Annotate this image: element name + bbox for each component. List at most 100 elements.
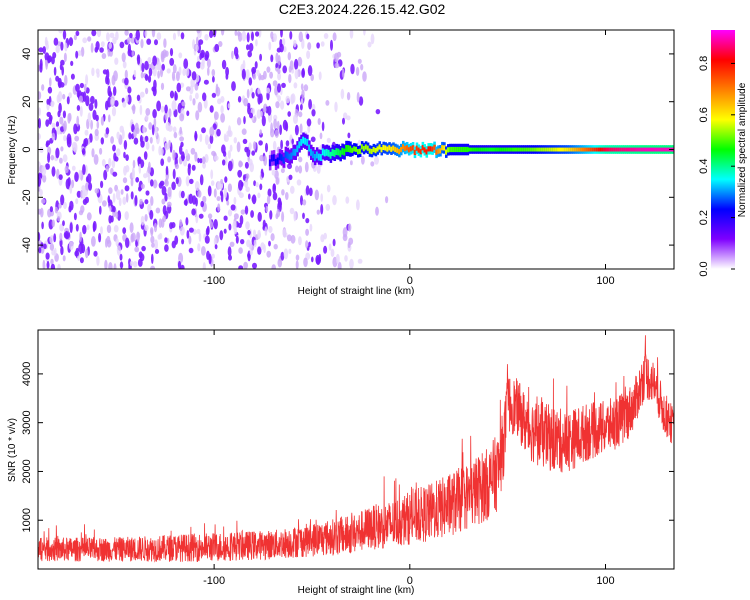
noise-blob xyxy=(130,177,134,187)
noise-blob xyxy=(59,157,63,164)
ridge-core xyxy=(490,147,493,152)
noise-blob xyxy=(133,69,137,78)
noise-blob xyxy=(165,165,169,176)
noise-blob xyxy=(110,215,114,223)
noise-blob xyxy=(57,263,61,269)
noise-blob xyxy=(38,133,41,140)
noise-blob xyxy=(150,235,155,244)
ridge-core xyxy=(417,147,421,153)
ridge-core xyxy=(288,153,292,161)
ridge-core xyxy=(566,147,569,152)
noise-blob xyxy=(74,171,79,182)
y-tick-label: -40 xyxy=(21,237,33,253)
noise-blob xyxy=(249,112,253,119)
noise-blob xyxy=(115,238,119,247)
noise-blob xyxy=(86,212,92,221)
noise-blob xyxy=(230,204,236,211)
ridge-core xyxy=(488,147,491,152)
noise-blob xyxy=(39,58,43,70)
noise-blob xyxy=(272,140,277,151)
noise-blob xyxy=(145,141,150,150)
noise-blob xyxy=(56,125,61,135)
noise-blob xyxy=(141,62,145,73)
noise-blob xyxy=(286,234,292,242)
noise-blob xyxy=(185,149,189,156)
noise-blob xyxy=(212,76,215,83)
noise-blob xyxy=(252,262,257,269)
ridge-core xyxy=(331,149,335,156)
noise-blob xyxy=(196,30,201,34)
noise-blob xyxy=(294,124,299,136)
noise-blob xyxy=(125,154,129,162)
noise-blob xyxy=(82,164,86,176)
ridge-core xyxy=(560,147,564,152)
ridge-core xyxy=(472,147,475,152)
noise-blob xyxy=(298,111,303,118)
noise-blob xyxy=(291,138,295,145)
noise-blob xyxy=(204,235,210,244)
noise-blob xyxy=(265,205,269,213)
noise-blob xyxy=(164,104,168,114)
ridge-core xyxy=(585,147,589,152)
noise-blob xyxy=(172,168,176,180)
noise-blob xyxy=(201,156,206,164)
noise-blob xyxy=(191,71,197,81)
noise-blob xyxy=(75,30,80,37)
noise-blob xyxy=(160,158,165,166)
noise-blob xyxy=(115,189,121,201)
noise-blob xyxy=(151,242,155,248)
noise-blob xyxy=(305,185,310,196)
noise-blob xyxy=(164,244,169,252)
ridge-core xyxy=(630,147,634,152)
ridge-core xyxy=(497,147,501,152)
ridge-core xyxy=(407,147,411,153)
ridge-core xyxy=(409,146,413,152)
noise-blob xyxy=(40,207,44,218)
noise-blob xyxy=(272,183,276,190)
noise-blob xyxy=(145,190,150,196)
noise-blob xyxy=(172,126,177,133)
noise-blob xyxy=(301,89,305,99)
noise-blob xyxy=(154,239,158,251)
noise-blob xyxy=(209,30,214,38)
ridge-core xyxy=(554,147,558,152)
noise-blob xyxy=(334,62,340,69)
ridge-core xyxy=(376,146,380,152)
noise-blob xyxy=(68,37,74,47)
colorbar-label: Normalized spectral amplitude xyxy=(737,82,748,217)
noise-blob xyxy=(242,138,248,144)
noise-blob xyxy=(303,257,308,268)
noise-blob xyxy=(96,30,102,38)
noise-blob xyxy=(122,196,127,205)
noise-blob xyxy=(118,197,122,207)
noise-blob xyxy=(220,105,224,114)
noise-blob xyxy=(123,140,128,150)
noise-blob xyxy=(217,181,220,190)
ridge-core xyxy=(507,147,511,152)
ridge-core xyxy=(415,145,419,151)
noise-blob xyxy=(38,177,41,187)
noise-blob xyxy=(179,113,185,122)
noise-blob xyxy=(332,32,337,42)
ridge-core xyxy=(355,146,358,152)
noise-blob xyxy=(227,103,231,109)
noise-blob xyxy=(63,52,67,62)
noise-blob xyxy=(113,86,117,96)
noise-blob xyxy=(152,179,158,189)
noise-blob xyxy=(268,41,272,51)
ridge-core xyxy=(652,147,656,152)
noise-blob xyxy=(81,185,86,192)
noise-blob xyxy=(174,235,179,245)
ridge-core xyxy=(349,145,352,153)
noise-blob xyxy=(137,258,143,267)
ridge-core xyxy=(431,146,434,152)
noise-blob xyxy=(64,74,68,86)
noise-blob xyxy=(226,200,230,206)
noise-blob xyxy=(38,107,41,116)
noise-blob xyxy=(168,108,172,118)
noise-blob xyxy=(81,148,86,155)
noise-blob xyxy=(308,99,312,110)
ridge-core xyxy=(513,147,517,152)
noise-blob xyxy=(119,261,124,269)
ridge-core xyxy=(515,147,519,152)
